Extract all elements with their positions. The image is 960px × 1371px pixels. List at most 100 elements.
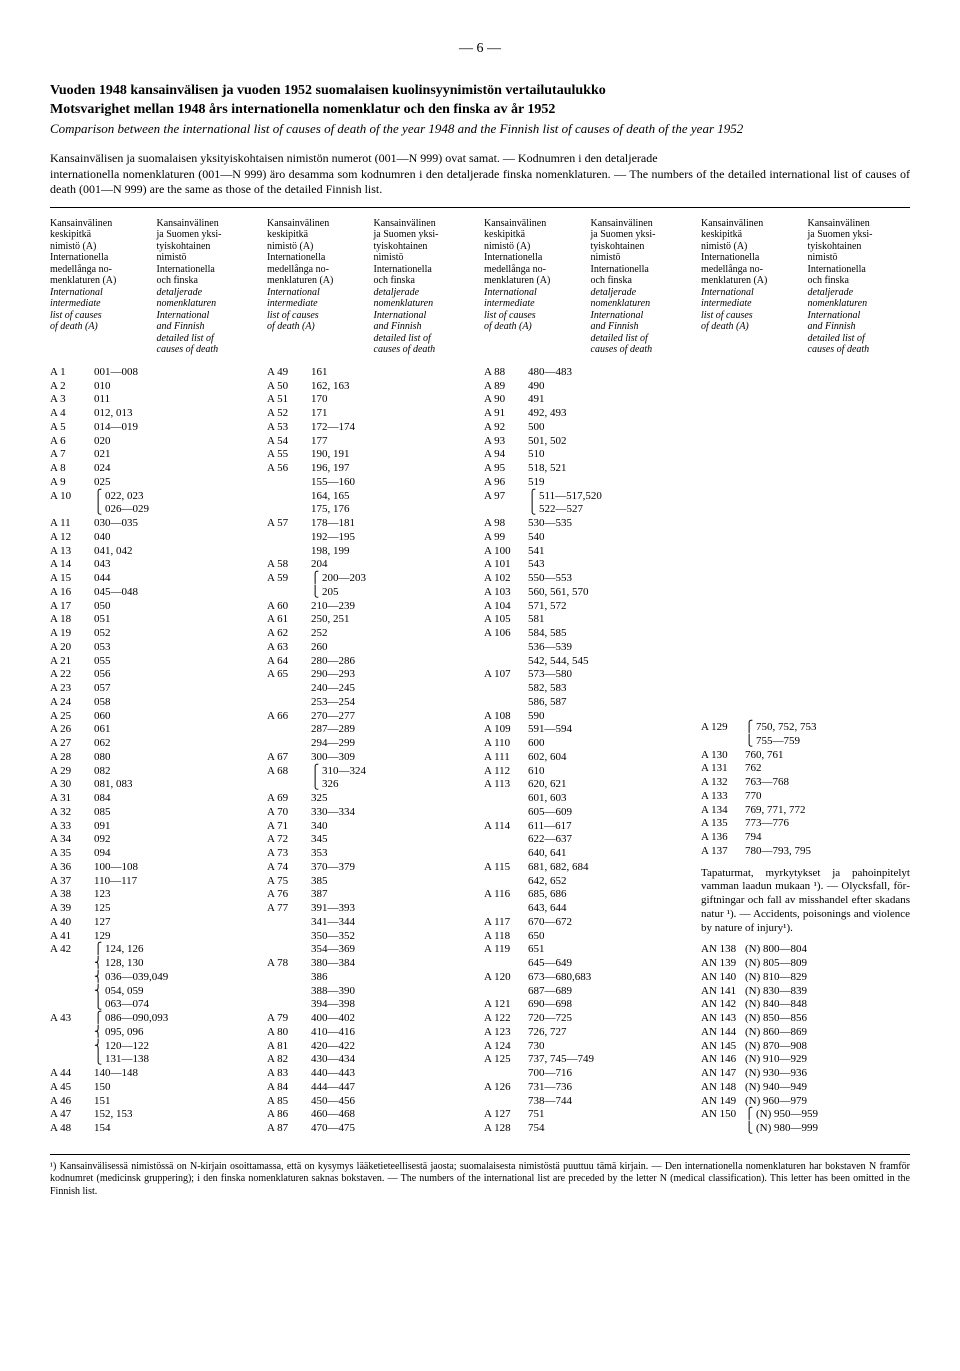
table-row: A 24058 — [50, 696, 259, 710]
column-pair: Kansainvälinenkeskipitkänimistö (A)Inter… — [701, 218, 910, 721]
table-row: A 50162, 163 — [267, 380, 476, 394]
table-row: 687—689 — [484, 985, 693, 999]
table-row: 536—539 — [484, 641, 693, 655]
table-row: A 42⎧ 124, 126⎨ 128, 130⎨ 036—039,049⎨ 0… — [50, 943, 259, 1012]
table-row: A 8024 — [50, 462, 259, 476]
table-row: A 102550—553 — [484, 572, 693, 586]
table-row: 643, 644 — [484, 902, 693, 916]
table-row: A 79400—402 — [267, 1012, 476, 1026]
table-row: A 90491 — [484, 393, 693, 407]
table-row: 542, 544, 545 — [484, 655, 693, 669]
table-row: A 14043 — [50, 558, 259, 572]
table-row: A 29082 — [50, 765, 259, 779]
table-row: A 31084 — [50, 792, 259, 806]
table-row: A 26061 — [50, 723, 259, 737]
table-row: A 85450—456 — [267, 1095, 476, 1109]
table-row: A 108590 — [484, 710, 693, 724]
table-row: AN 147(N) 930—936 — [701, 1067, 910, 1081]
table-row: A 43⎧ 086—090,093⎨ 095, 096⎨ 120—122⎩ 13… — [50, 1012, 259, 1067]
table-row: 354—369 — [267, 943, 476, 957]
column-header: Kansainvälinenkeskipitkänimistö (A)Inter… — [701, 218, 804, 358]
table-row: A 69325 — [267, 792, 476, 806]
table-row: 605—609 — [484, 806, 693, 820]
table-row: A 2010 — [50, 380, 259, 394]
table-row: A 51170 — [267, 393, 476, 407]
table-row: A 80410—416 — [267, 1026, 476, 1040]
column-header: Kansainvälinenkeskipitkänimistö (A)Inter… — [267, 218, 370, 358]
table-row: A 75385 — [267, 875, 476, 889]
table-row: A 7021 — [50, 448, 259, 462]
table-row: A 41129 — [50, 930, 259, 944]
table-row: A 18051 — [50, 613, 259, 627]
table-row: A 93501, 502 — [484, 435, 693, 449]
table-row: A 32085 — [50, 806, 259, 820]
table-row: 175, 176 — [267, 503, 476, 517]
table-row: A 106584, 585 — [484, 627, 693, 641]
table-row: A 125737, 745—749 — [484, 1053, 693, 1067]
table-row: A 118650 — [484, 930, 693, 944]
table-row: A 17050 — [50, 600, 259, 614]
table-row: A 81420—422 — [267, 1040, 476, 1054]
table-row: A 65290—293 — [267, 668, 476, 682]
table-row: 394—398 — [267, 998, 476, 1012]
table-row: A 36100—108 — [50, 861, 259, 875]
table-row: A 91492, 493 — [484, 407, 693, 421]
table-row: A 19052 — [50, 627, 259, 641]
column-pair: Kansainvälinenkeskipitkänimistö (A)Inter… — [267, 218, 476, 366]
table-row: A 45150 — [50, 1081, 259, 1095]
table-row: A 12040 — [50, 531, 259, 545]
table-row: A 15044 — [50, 572, 259, 586]
table-row: AN 142(N) 840—848 — [701, 998, 910, 1012]
table-row: 582, 583 — [484, 682, 693, 696]
column-header: Kansainvälinenja Suomen yksi-tyiskohtain… — [591, 218, 694, 358]
column-body: A 1001—008A 2010A 3011A 4012, 013A 5014—… — [50, 366, 259, 1136]
table-row: A 1001—008 — [50, 366, 259, 380]
table-row: 294—299 — [267, 737, 476, 751]
table-row: A 84444—447 — [267, 1081, 476, 1095]
table-row: A 94510 — [484, 448, 693, 462]
table-row: 622—637 — [484, 833, 693, 847]
table-row: A 135773—776 — [701, 817, 910, 831]
table-row: 240—245 — [267, 682, 476, 696]
divider-top — [50, 207, 910, 208]
column-body: A 129⎧ 750, 752, 753⎩ 755—759A 130760, 7… — [701, 721, 910, 1136]
table-row: 287—289 — [267, 723, 476, 737]
comparison-table: Kansainvälinenkeskipitkänimistö (A)Inter… — [50, 218, 910, 1136]
table-row: A 130760, 761 — [701, 749, 910, 763]
table-row: 601, 603 — [484, 792, 693, 806]
table-row: A 115681, 682, 684 — [484, 861, 693, 875]
table-row: AN 149(N) 960—979 — [701, 1095, 910, 1109]
table-row: A 38123 — [50, 888, 259, 902]
table-row: A 109591—594 — [484, 723, 693, 737]
table-row: A 68⎧ 310—324⎩ 326 — [267, 765, 476, 793]
table-row: A 44140—148 — [50, 1067, 259, 1081]
page-number: — 6 — — [50, 40, 910, 58]
table-row: A 120673—680,683 — [484, 971, 693, 985]
table-row: A 70330—334 — [267, 806, 476, 820]
table-row: A 133770 — [701, 790, 910, 804]
table-row: A 21055 — [50, 655, 259, 669]
table-row: A 129⎧ 750, 752, 753⎩ 755—759 — [701, 721, 910, 749]
table-row: 198, 199 — [267, 545, 476, 559]
table-row: A 73353 — [267, 847, 476, 861]
table-row: A 83440—443 — [267, 1067, 476, 1081]
accidents-heading: Tapaturmat, myrkytykset ja pahoinpitelyt… — [701, 867, 910, 936]
table-row: A 13041, 042 — [50, 545, 259, 559]
table-row: AN 145(N) 870—908 — [701, 1040, 910, 1054]
table-row: 738—744 — [484, 1095, 693, 1109]
table-row: A 20053 — [50, 641, 259, 655]
table-row: A 46151 — [50, 1095, 259, 1109]
table-row: AN 138(N) 800—804 — [701, 943, 910, 957]
table-row: A 113620, 621 — [484, 778, 693, 792]
table-row: A 30081, 083 — [50, 778, 259, 792]
table-row: A 16045—048 — [50, 586, 259, 600]
table-row: A 89490 — [484, 380, 693, 394]
table-row: A 116685, 686 — [484, 888, 693, 902]
table-row: AN 139(N) 805—809 — [701, 957, 910, 971]
table-row: A 87470—475 — [267, 1122, 476, 1136]
table-row: 164, 165 — [267, 490, 476, 504]
table-row: A 66270—277 — [267, 710, 476, 724]
table-row: AN 141(N) 830—839 — [701, 985, 910, 999]
table-row: 192—195 — [267, 531, 476, 545]
table-row: A 25060 — [50, 710, 259, 724]
